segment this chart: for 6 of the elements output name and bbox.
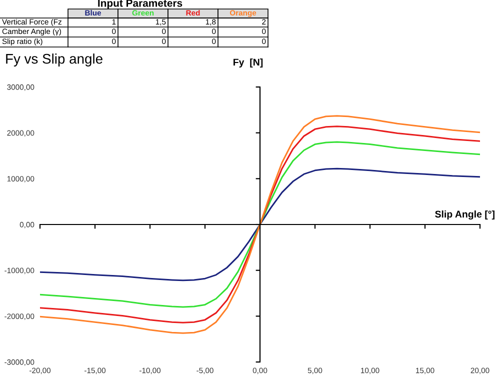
text: Input Parameters <box>98 0 182 9</box>
chart-title: Fy vs Slip angle <box>6 54 102 66</box>
line-series <box>40 168 480 282</box>
line-series <box>40 141 480 308</box>
x-axis-title: Slip Angle [°] <box>435 210 494 220</box>
y-axis-title: Fy [N] <box>234 58 263 68</box>
